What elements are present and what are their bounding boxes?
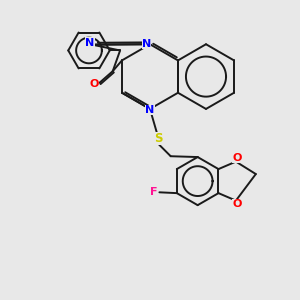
- Text: O: O: [232, 199, 242, 209]
- Text: S: S: [154, 132, 163, 145]
- Text: O: O: [90, 79, 99, 88]
- Text: N: N: [145, 105, 154, 115]
- Text: O: O: [232, 153, 242, 163]
- Text: N: N: [85, 38, 94, 48]
- Text: F: F: [150, 187, 157, 197]
- Text: N: N: [142, 39, 151, 49]
